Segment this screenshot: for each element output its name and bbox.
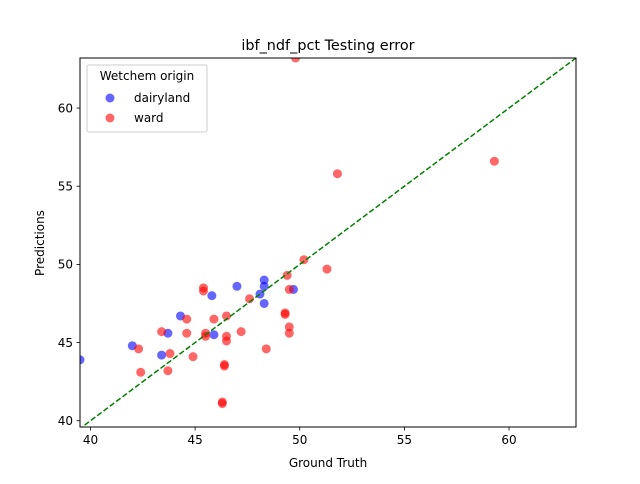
legend-box bbox=[86, 64, 208, 133]
data-point-dairyland bbox=[157, 350, 167, 360]
data-point-ward bbox=[188, 352, 198, 362]
data-point-dairyland bbox=[80, 355, 85, 365]
data-point-ward bbox=[236, 327, 246, 337]
axis-ticks: 40 45 50 55 60 40 45 50 55 60 bbox=[58, 101, 517, 447]
data-point-dairyland bbox=[209, 330, 219, 340]
data-point-ward bbox=[489, 156, 499, 166]
data-point-ward bbox=[209, 314, 219, 324]
data-point-ward bbox=[280, 308, 290, 318]
legend-title: Wetchem origin bbox=[100, 69, 195, 83]
data-point-ward bbox=[165, 349, 175, 359]
legend-marker-ward bbox=[105, 113, 115, 123]
data-point-dairyland bbox=[259, 298, 269, 308]
data-point-ward bbox=[136, 367, 146, 377]
data-point-ward bbox=[332, 169, 342, 179]
data-point-ward bbox=[299, 255, 309, 265]
data-point-ward bbox=[157, 327, 167, 337]
data-point-ward bbox=[284, 284, 294, 294]
y-tick-label: 40 bbox=[58, 414, 73, 428]
legend-label-ward: ward bbox=[134, 111, 164, 125]
data-point-ward bbox=[284, 322, 294, 332]
data-point-ward bbox=[219, 359, 229, 369]
data-point-dairyland bbox=[207, 291, 217, 301]
data-point-dairyland bbox=[259, 275, 269, 285]
x-tick-label: 55 bbox=[397, 433, 412, 447]
data-point-ward bbox=[222, 311, 231, 321]
data-point-ward bbox=[198, 286, 208, 296]
legend-label-dairyland: dairyland bbox=[134, 91, 190, 105]
x-tick-label: 50 bbox=[292, 433, 307, 447]
data-point-ward bbox=[201, 331, 211, 341]
data-point-dairyland bbox=[232, 281, 242, 291]
x-tick-label: 45 bbox=[187, 433, 202, 447]
reference-line bbox=[80, 58, 576, 427]
x-tick-label: 40 bbox=[83, 433, 98, 447]
data-point-ward bbox=[261, 344, 271, 354]
y-tick-label: 60 bbox=[58, 101, 73, 115]
plot-marks bbox=[80, 58, 576, 427]
data-point-ward bbox=[217, 399, 227, 409]
data-point-ward bbox=[182, 314, 192, 324]
data-point-ward bbox=[222, 336, 231, 346]
chart-title: ibf_ndf_pct Testing error bbox=[241, 38, 414, 54]
data-point-ward bbox=[182, 328, 192, 338]
data-point-ward bbox=[282, 270, 292, 280]
data-point-ward bbox=[284, 328, 294, 338]
y-tick-label: 50 bbox=[58, 258, 73, 272]
y-tick-label: 55 bbox=[58, 180, 73, 194]
y-tick-label: 45 bbox=[58, 336, 73, 350]
data-point-dairyland bbox=[259, 281, 269, 291]
legend: Wetchem origin dairyland ward bbox=[86, 64, 208, 133]
x-tick-label: 60 bbox=[501, 433, 516, 447]
legend-marker-dairyland bbox=[105, 93, 115, 103]
plot-frame bbox=[79, 57, 577, 428]
data-point-ward bbox=[291, 58, 301, 63]
x-axis-label: Ground Truth bbox=[289, 456, 367, 470]
y-axis-label: Predictions bbox=[33, 210, 47, 276]
data-point-ward bbox=[134, 344, 144, 354]
data-point-ward bbox=[322, 264, 332, 274]
data-point-ward bbox=[163, 366, 173, 376]
